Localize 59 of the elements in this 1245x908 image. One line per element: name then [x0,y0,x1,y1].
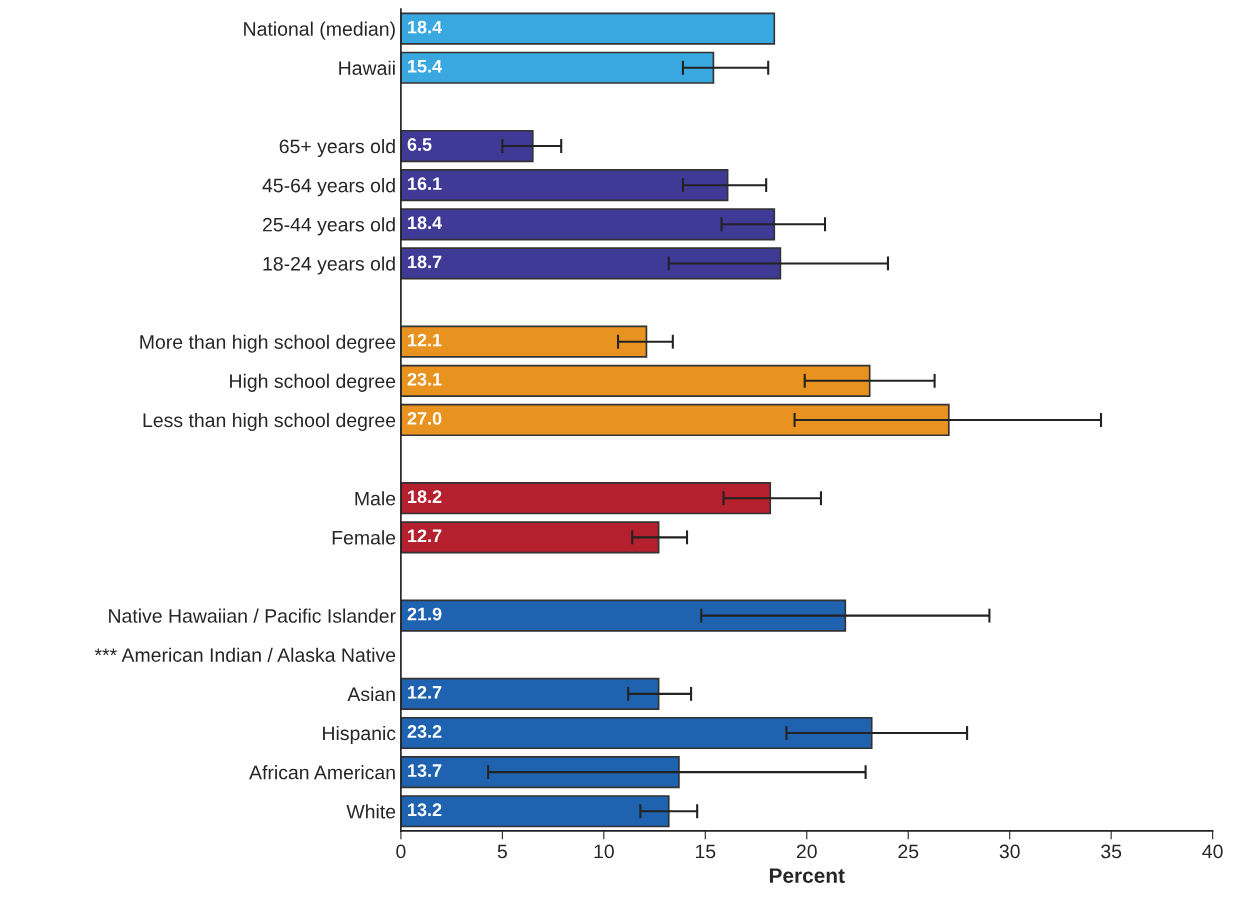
y-tick-label: 18-24 years old [263,256,395,275]
y-tick-label: National (median) [244,21,395,40]
x-axis-title: Percent [769,868,845,883]
data-label: 13.2 [408,803,442,817]
x-tick-label: 35 [1101,844,1122,859]
data-label: 21.9 [407,607,442,621]
bar [400,325,648,358]
y-tick-label: African American [249,765,395,780]
y-tick-label: *** American Indian / Alaska Native [94,647,396,662]
y-tick-label: White [346,804,396,819]
y-tick-label: Native Hawaiian / Pacific Islander [109,608,396,623]
data-label: 23.1 [407,372,442,386]
data-label: 16.1 [408,177,442,191]
x-tick-label: 30 [999,844,1020,859]
bar [400,12,776,45]
bar [400,677,660,710]
bar [400,208,776,241]
bar [400,51,715,84]
data-label: 27.0 [407,412,442,425]
y-tick-label: Asian [347,686,395,702]
y-tick-label: More than high school degree [140,334,396,353]
x-tick-label: 40 [1202,844,1223,859]
x-tick-label: 0 [396,844,406,859]
x-tick-label: 25 [898,844,919,859]
y-tick-label: Female [332,530,396,545]
y-tick-label: 45-64 years old [262,178,395,197]
bar [400,482,772,515]
bar [400,364,871,397]
bar [400,599,847,632]
x-tick-label: 20 [796,844,817,859]
y-tick-label: High school degree [230,373,396,392]
bar [400,169,729,202]
data-label: 15.4 [408,60,443,73]
y-tick-label: Male [355,491,396,506]
bar [400,129,534,163]
data-label: 13.7 [408,764,442,777]
data-label: 12.7 [408,685,442,699]
bar [400,716,873,750]
y-tick-label: 25-44 years old [262,217,395,236]
bar [400,403,950,437]
y-tick-label: Hawaii [339,60,395,76]
y-tick-label: 65+ years old [279,138,395,158]
bar [400,756,680,789]
bar [400,795,670,828]
x-tick-label: 5 [497,844,507,859]
data-label: 18.2 [408,490,442,504]
y-tick-label: Less than high school degree [143,412,396,432]
data-label: 18.4 [408,216,443,230]
data-label: 18.7 [408,255,442,269]
data-label: 18.4 [408,20,443,34]
data-label: 6.5 [407,138,432,151]
data-label: 12.7 [408,529,442,543]
y-tick-label: Hispanic [323,725,396,745]
x-tick-label: 15 [695,844,716,859]
x-tick-label: 10 [594,844,614,859]
data-label: 12.1 [408,333,442,347]
bar [400,247,782,280]
bar [400,521,660,554]
data-label: 23.2 [407,725,442,738]
